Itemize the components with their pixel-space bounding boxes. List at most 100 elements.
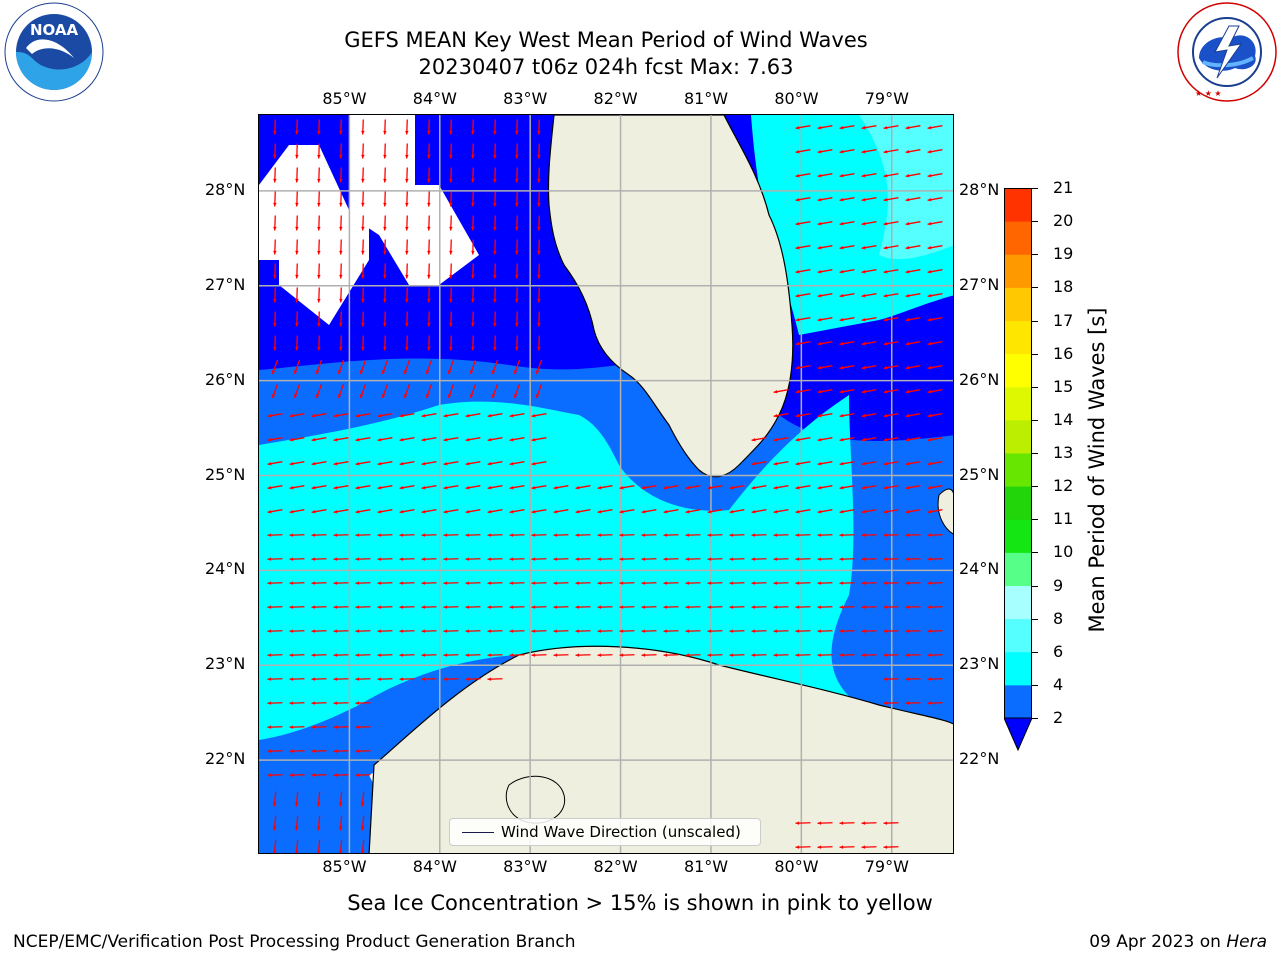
- wave-direction-arrow: [403, 383, 411, 399]
- wave-direction-arrow: [883, 317, 899, 322]
- wave-direction-arrow: [273, 215, 277, 231]
- wave-direction-arrow: [471, 119, 475, 135]
- wave-direction-arrow: [383, 311, 387, 327]
- wave-direction-arrow: [927, 605, 943, 609]
- wave-direction-arrow: [619, 485, 635, 490]
- colorbar-tick-label: 11: [1053, 509, 1074, 529]
- colorbar-segment: [1004, 320, 1032, 355]
- wave-direction-arrow: [795, 125, 811, 130]
- wave-direction-arrow: [273, 167, 277, 183]
- lat-tick-label-right: 27°N: [959, 274, 1000, 294]
- wave-direction-arrow: [795, 293, 811, 298]
- colorbar-tick-mark: [1032, 320, 1038, 322]
- wave-direction-arrow: [773, 581, 789, 585]
- wave-direction-arrow: [773, 605, 789, 609]
- wave-direction-arrow: [289, 773, 305, 777]
- wave-direction-arrow: [861, 221, 877, 226]
- wave-direction-arrow: [267, 677, 283, 681]
- wave-direction-arrow: [493, 215, 497, 231]
- wave-direction-arrow: [883, 461, 899, 466]
- wave-direction-arrow: [883, 677, 899, 681]
- wave-direction-arrow: [773, 437, 789, 442]
- wave-direction-arrow: [663, 629, 679, 633]
- wave-direction-arrow: [333, 485, 349, 490]
- wave-direction-arrow: [817, 509, 833, 514]
- wave-direction-arrow: [355, 509, 371, 514]
- wave-direction-arrow: [405, 143, 409, 159]
- wave-direction-arrow: [575, 509, 591, 514]
- wave-direction-arrow: [861, 485, 877, 490]
- wave-direction-arrow: [509, 461, 525, 466]
- wave-direction-arrow: [271, 383, 279, 399]
- wave-direction-arrow: [443, 461, 459, 466]
- wave-direction-arrow: [905, 509, 921, 514]
- wave-direction-arrow: [355, 437, 371, 442]
- wave-direction-arrow: [465, 605, 481, 609]
- wave-direction-arrow: [905, 149, 921, 154]
- wave-direction-arrow: [817, 461, 833, 466]
- wave-direction-arrow: [707, 653, 723, 657]
- wave-direction-arrow: [861, 605, 877, 609]
- wave-direction-arrow: [905, 533, 921, 537]
- wave-direction-arrow: [339, 191, 343, 207]
- footer-credit: NCEP/EMC/Verification Post Processing Pr…: [13, 932, 576, 952]
- wave-direction-arrow: [597, 653, 613, 657]
- wave-direction-arrow: [449, 215, 453, 231]
- wave-direction-arrow: [339, 167, 343, 183]
- wave-direction-arrow: [509, 581, 525, 585]
- wave-direction-arrow: [447, 359, 455, 375]
- wave-direction-arrow: [751, 653, 767, 657]
- no-data-area-n: [349, 115, 479, 285]
- wave-direction-arrow: [839, 389, 855, 394]
- wave-direction-arrow: [333, 749, 349, 753]
- wave-direction-arrow: [861, 821, 877, 825]
- wave-direction-arrow: [355, 653, 371, 657]
- wave-direction-arrow: [333, 533, 349, 537]
- wave-direction-arrow: [839, 653, 855, 657]
- colorbar-tick-label: 20: [1053, 211, 1074, 231]
- wave-direction-arrow: [663, 509, 679, 514]
- wave-direction-arrow: [619, 653, 635, 657]
- wave-direction-arrow: [839, 125, 855, 130]
- wave-direction-arrow: [449, 287, 453, 303]
- wave-direction-arrow: [509, 413, 525, 418]
- wave-direction-arrow: [729, 605, 745, 609]
- wave-direction-arrow: [361, 287, 365, 303]
- wave-direction-arrow: [377, 653, 393, 657]
- colorbar-segment: [1004, 519, 1032, 553]
- wave-direction-arrow: [317, 239, 321, 255]
- colorbar-tick-mark: [1032, 287, 1038, 289]
- wave-direction-arrow: [905, 485, 921, 490]
- wave-direction-arrow: [272, 815, 277, 831]
- wave-direction-arrow: [773, 557, 789, 561]
- wave-direction-arrow: [427, 263, 431, 279]
- wave-direction-arrow: [377, 461, 393, 466]
- wave-direction-arrow: [273, 311, 277, 327]
- wave-direction-arrow: [883, 509, 899, 514]
- wave-direction-arrow: [493, 119, 497, 135]
- wave-direction-arrow: [427, 167, 431, 183]
- wave-direction-arrow: [861, 509, 877, 514]
- wave-direction-arrow: [449, 239, 453, 255]
- wave-direction-arrow: [443, 557, 459, 561]
- wave-direction-arrow: [311, 605, 327, 609]
- wave-direction-arrow: [773, 653, 789, 657]
- wave-direction-arrow: [817, 557, 833, 561]
- wave-direction-arrow: [575, 485, 591, 490]
- colorbar-segment: [1004, 254, 1032, 288]
- wave-direction-arrow: [293, 359, 301, 375]
- wave-direction-arrow: [795, 509, 811, 514]
- wave-direction-arrow: [817, 605, 833, 609]
- wave-direction-arrow: [795, 533, 811, 537]
- wave-direction-arrow: [273, 143, 277, 159]
- wave-direction-arrow: [399, 413, 415, 418]
- colorbar-tick-mark: [1032, 188, 1038, 189]
- wave-direction-arrow: [619, 629, 635, 633]
- wave-direction-arrow: [355, 701, 371, 705]
- wave-direction-arrow: [927, 269, 943, 274]
- wave-direction-arrow: [487, 557, 503, 561]
- wave-direction-arrow: [883, 389, 899, 394]
- wave-direction-arrow: [575, 557, 591, 561]
- wave-direction-arrow: [817, 437, 833, 442]
- wave-direction-arrow: [383, 287, 387, 303]
